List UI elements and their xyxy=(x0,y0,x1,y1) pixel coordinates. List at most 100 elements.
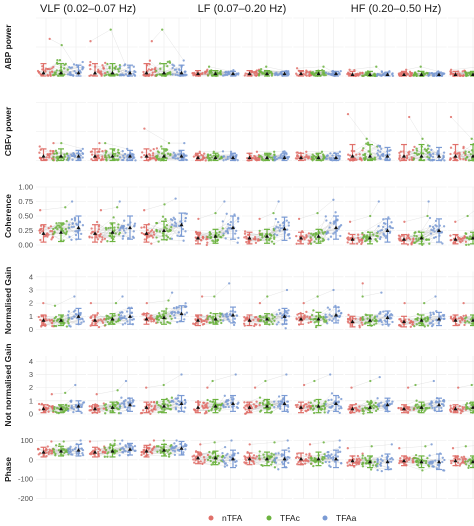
point-tfac xyxy=(165,307,168,310)
point-ntfa xyxy=(413,145,416,149)
point-tfaa xyxy=(328,318,331,321)
point-ntfa xyxy=(304,155,307,159)
point-tfaa xyxy=(331,159,334,162)
mean-marker-tfaa xyxy=(231,313,235,317)
point-tfaa xyxy=(233,317,237,320)
point-ntfa xyxy=(359,317,362,320)
point-ntfa xyxy=(48,404,51,408)
point-tfaa xyxy=(222,159,225,162)
point-tfac xyxy=(157,411,160,414)
point-tfaa xyxy=(72,410,75,414)
point-tfaa xyxy=(378,157,381,160)
point-ntfa xyxy=(462,301,465,305)
point-tfaa xyxy=(285,156,289,159)
point-tfaa xyxy=(123,219,126,222)
point-tfac xyxy=(363,157,367,161)
point-ntfa xyxy=(95,404,98,408)
mean-marker-ntfa xyxy=(299,71,303,76)
point-ntfa xyxy=(306,315,309,318)
mean-marker-tfaa xyxy=(179,222,184,227)
point-ntfa xyxy=(151,154,155,157)
point-ntfa xyxy=(40,321,44,324)
point-ntfa xyxy=(89,67,92,71)
point-tfac xyxy=(270,313,273,316)
subject-line xyxy=(453,318,474,322)
point-tfac xyxy=(116,226,120,229)
point-tfac xyxy=(320,150,324,153)
point-tfac xyxy=(57,407,61,410)
point-tfaa xyxy=(124,322,127,325)
point-ntfa xyxy=(257,158,260,162)
point-tfaa xyxy=(177,68,181,71)
point-ntfa xyxy=(206,241,209,244)
point-tfac xyxy=(106,240,109,243)
point-ntfa xyxy=(360,239,364,242)
point-tfac xyxy=(157,403,160,407)
mean-marker-tfaa xyxy=(179,401,184,405)
point-ntfa xyxy=(48,37,51,41)
point-ntfa xyxy=(47,410,50,413)
point-tfaa xyxy=(173,224,176,227)
point-tfac xyxy=(267,316,270,320)
point-ntfa xyxy=(459,321,462,324)
point-ntfa xyxy=(462,158,465,161)
point-tfaa xyxy=(275,313,278,316)
mean-marker-ntfa xyxy=(144,70,149,75)
point-tfaa xyxy=(275,157,279,161)
point-ntfa xyxy=(307,321,310,324)
point-tfaa xyxy=(428,224,432,228)
panel-grid xyxy=(36,17,474,499)
point-ntfa xyxy=(463,235,466,238)
point-tfac xyxy=(162,383,165,387)
point-tfac xyxy=(54,149,58,152)
point-tfac xyxy=(269,152,272,155)
mean-marker-ntfa xyxy=(41,70,46,75)
point-tfac xyxy=(273,235,276,239)
point-tfac xyxy=(116,402,119,405)
point-tfaa xyxy=(229,310,232,313)
point-tfaa xyxy=(75,223,79,226)
point-tfaa xyxy=(73,69,76,73)
point-ntfa xyxy=(398,151,401,155)
point-tfac xyxy=(66,320,69,323)
point-tfac xyxy=(110,320,113,323)
point-tfaa xyxy=(124,379,128,383)
point-tfac xyxy=(56,59,59,62)
point-tfaa xyxy=(174,316,177,320)
point-tfac xyxy=(258,233,262,236)
point-tfac xyxy=(218,157,221,161)
point-tfaa xyxy=(443,159,446,162)
point-tfaa xyxy=(338,225,341,228)
point-ntfa xyxy=(361,323,364,326)
point-tfac xyxy=(112,216,115,219)
point-tfac xyxy=(108,65,111,69)
point-ntfa xyxy=(356,233,360,236)
point-tfac xyxy=(311,70,315,74)
point-ntfa xyxy=(151,73,154,76)
point-ntfa xyxy=(346,320,350,323)
point-tfac xyxy=(63,73,66,76)
point-ntfa xyxy=(37,315,40,319)
panel-r1-c5 xyxy=(293,102,344,162)
point-tfac xyxy=(211,379,214,383)
point-tfac xyxy=(156,154,159,157)
point-tfac xyxy=(53,304,57,307)
point-ntfa xyxy=(98,141,101,145)
point-tfaa xyxy=(126,223,130,226)
point-tfaa xyxy=(171,219,174,222)
point-tfac xyxy=(117,158,120,161)
point-tfac xyxy=(209,311,212,315)
point-tfaa xyxy=(232,68,235,72)
point-ntfa xyxy=(302,72,305,76)
point-ntfa xyxy=(305,154,308,157)
point-tfac xyxy=(416,313,420,316)
point-tfaa xyxy=(226,403,229,406)
point-tfaa xyxy=(227,405,230,409)
point-ntfa xyxy=(88,236,91,239)
point-ntfa xyxy=(353,68,356,72)
point-ntfa xyxy=(51,149,54,153)
point-tfaa xyxy=(286,228,289,231)
point-tfac xyxy=(464,157,467,160)
point-tfaa xyxy=(338,315,341,318)
point-tfac xyxy=(61,227,64,230)
